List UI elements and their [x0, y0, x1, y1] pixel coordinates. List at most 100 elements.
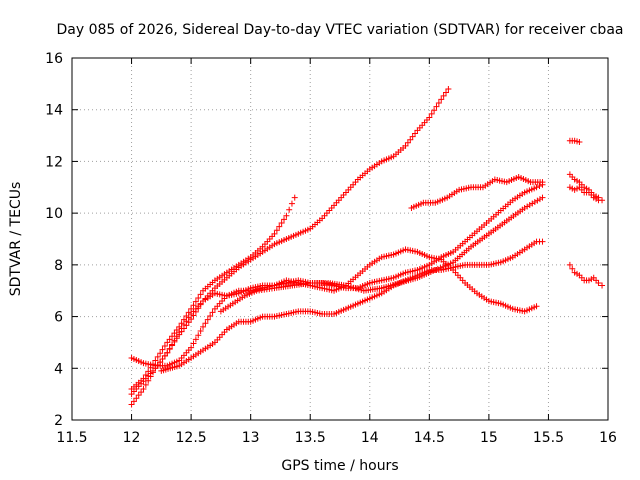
y-tick-label: 8	[54, 258, 63, 274]
data-point-marker	[188, 316, 195, 323]
data-point-marker	[197, 328, 204, 335]
data-point-marker	[207, 313, 214, 320]
y-tick-label: 16	[45, 51, 63, 67]
x-tick-label: 12	[123, 430, 141, 446]
data-point-marker	[533, 184, 540, 191]
data-point-marker	[166, 346, 173, 353]
data-point-marker	[185, 319, 192, 326]
data-point-marker	[286, 206, 293, 213]
data-point-marker	[350, 284, 357, 291]
data-point-marker	[138, 389, 145, 396]
data-point-marker	[539, 194, 546, 201]
data-point-marker	[595, 197, 602, 204]
data-point-marker	[529, 200, 536, 207]
data-point-marker	[402, 142, 409, 149]
data-point-marker	[192, 298, 199, 305]
data-point-marker	[442, 262, 449, 269]
data-point-marker	[154, 353, 161, 360]
series-track-7	[408, 173, 546, 211]
data-point-marker	[159, 346, 166, 353]
data-point-marker	[539, 179, 546, 186]
data-point-marker	[195, 332, 202, 339]
data-point-marker	[288, 200, 295, 207]
series-track-8	[566, 137, 583, 146]
data-point-marker	[536, 196, 543, 203]
data-point-marker	[161, 343, 168, 350]
data-point-marker	[195, 305, 202, 312]
data-point-marker	[432, 267, 439, 274]
data-point-marker	[176, 331, 183, 338]
data-point-marker	[539, 238, 546, 245]
series-track-11	[566, 261, 606, 289]
data-point-marker	[281, 216, 288, 223]
data-point-marker	[190, 302, 197, 309]
data-point-marker	[534, 197, 541, 204]
data-point-marker	[439, 263, 446, 270]
plot-frame	[71, 57, 609, 421]
data-point-marker	[161, 352, 168, 359]
data-point-marker	[434, 265, 441, 272]
data-point-marker	[197, 291, 204, 298]
data-point-marker	[192, 308, 199, 315]
data-point-marker	[531, 199, 538, 206]
x-tick-label: 15.5	[533, 430, 564, 446]
x-tick-label: 12.5	[176, 430, 207, 446]
data-point-marker	[433, 103, 440, 110]
tick-layer	[71, 57, 609, 421]
data-point-marker	[171, 338, 178, 345]
data-point-marker	[197, 301, 204, 308]
data-point-marker	[204, 316, 211, 323]
x-tick-label: 14.5	[414, 430, 445, 446]
data-point-marker	[159, 355, 166, 362]
data-point-marker	[576, 139, 583, 146]
data-point-marker	[355, 286, 362, 293]
y-tick-label: 4	[54, 361, 63, 377]
data-point-marker	[202, 320, 209, 327]
y-tick-labels: 2 4 6 8 10 12 14 16	[45, 51, 63, 429]
x-axis-title: GPS time / hours	[281, 458, 398, 474]
data-point-marker	[164, 339, 171, 346]
data-point-marker	[173, 335, 180, 342]
x-tick-label: 13.5	[295, 430, 326, 446]
y-tick-label: 12	[45, 154, 63, 170]
data-point-marker	[407, 136, 414, 143]
data-point-marker	[157, 350, 164, 357]
y-axis-title: SDTVAR / TECUs	[8, 182, 24, 297]
data-point-marker	[188, 344, 195, 351]
data-point-marker	[348, 284, 355, 291]
data-point-marker	[169, 342, 176, 349]
series-track-6	[217, 194, 546, 315]
data-point-marker	[130, 398, 137, 405]
data-point-marker	[521, 204, 528, 211]
data-point-marker	[409, 133, 416, 140]
y-tick-label: 14	[45, 103, 63, 119]
data-point-marker	[599, 282, 606, 289]
data-point-marker	[166, 336, 173, 343]
y-tick-label: 2	[54, 413, 63, 429]
data-point-marker	[431, 107, 438, 114]
data-point-marker	[291, 194, 298, 201]
chart-title: Day 085 of 2026, Sidereal Day-to-day VTE…	[57, 22, 624, 38]
data-point-marker	[566, 261, 573, 268]
data-point-marker	[152, 357, 159, 364]
data-point-marker	[443, 89, 450, 96]
data-point-marker	[437, 264, 444, 271]
data-point-marker	[209, 309, 216, 316]
data-point-marker	[278, 219, 285, 226]
data-point-marker	[171, 330, 178, 337]
data-point-marker	[135, 392, 142, 399]
data-point-marker	[195, 294, 202, 301]
x-tick-label: 13	[242, 430, 260, 446]
data-point-marker	[428, 110, 435, 117]
x-tick-label: 15	[480, 430, 498, 446]
data-point-marker	[447, 260, 454, 267]
data-point-marker	[342, 282, 349, 289]
data-point-marker	[190, 312, 197, 319]
data-point-marker	[128, 401, 135, 408]
series-track-4	[128, 181, 546, 369]
data-point-marker	[190, 340, 197, 347]
data-point-marker	[164, 349, 171, 356]
data-point-marker	[524, 203, 531, 210]
